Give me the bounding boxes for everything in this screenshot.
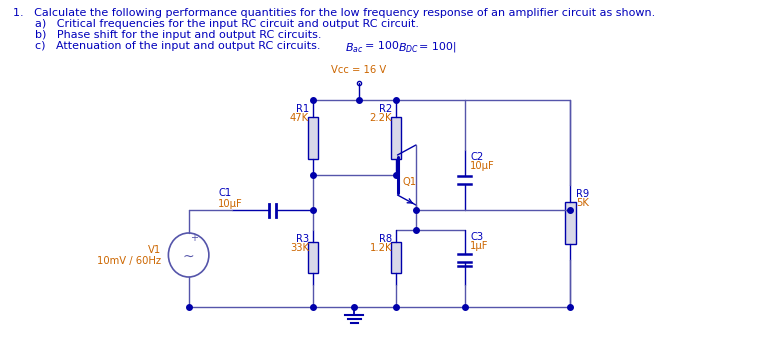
Text: $B_{DC}$: $B_{DC}$ xyxy=(397,41,419,55)
Text: 10μF: 10μF xyxy=(470,161,495,171)
Text: +: + xyxy=(190,233,198,243)
Text: = 100: = 100 xyxy=(365,41,399,51)
Text: Q1: Q1 xyxy=(402,177,416,187)
FancyBboxPatch shape xyxy=(308,117,318,158)
Text: V1: V1 xyxy=(147,245,161,255)
Text: 1.   Calculate the following performance quantities for the low frequency respon: 1. Calculate the following performance q… xyxy=(13,8,656,18)
Text: 1.2K: 1.2K xyxy=(370,243,392,253)
FancyBboxPatch shape xyxy=(308,242,318,273)
Text: R1: R1 xyxy=(296,104,309,114)
Text: C2: C2 xyxy=(470,152,484,162)
Text: Vcc = 16 V: Vcc = 16 V xyxy=(332,65,387,75)
Text: 10mV / 60Hz: 10mV / 60Hz xyxy=(97,256,161,266)
Text: C1: C1 xyxy=(218,188,231,198)
FancyBboxPatch shape xyxy=(565,201,575,244)
FancyBboxPatch shape xyxy=(390,242,401,273)
Text: 5K: 5K xyxy=(576,198,589,208)
Text: R9: R9 xyxy=(576,189,589,199)
Text: c)   Attenuation of the input and output RC circuits.: c) Attenuation of the input and output R… xyxy=(35,41,320,51)
Text: 10μF: 10μF xyxy=(218,199,243,209)
Text: R2: R2 xyxy=(379,104,392,114)
Text: 2.2K: 2.2K xyxy=(370,113,392,123)
Text: R8: R8 xyxy=(379,234,392,244)
Text: $B_{ac}$: $B_{ac}$ xyxy=(345,41,364,55)
Text: R3: R3 xyxy=(296,234,309,244)
Text: C3: C3 xyxy=(470,232,484,242)
Text: ~: ~ xyxy=(183,250,195,264)
Text: b)   Phase shift for the input and output RC circuits.: b) Phase shift for the input and output … xyxy=(35,30,322,40)
Text: 33K: 33K xyxy=(290,243,309,253)
Text: a)   Critical frequencies for the input RC circuit and output RC circuit.: a) Critical frequencies for the input RC… xyxy=(35,19,419,29)
Text: 47K: 47K xyxy=(290,113,309,123)
FancyBboxPatch shape xyxy=(390,117,401,158)
Text: 1μF: 1μF xyxy=(470,241,489,251)
Text: = 100|: = 100| xyxy=(419,41,456,52)
